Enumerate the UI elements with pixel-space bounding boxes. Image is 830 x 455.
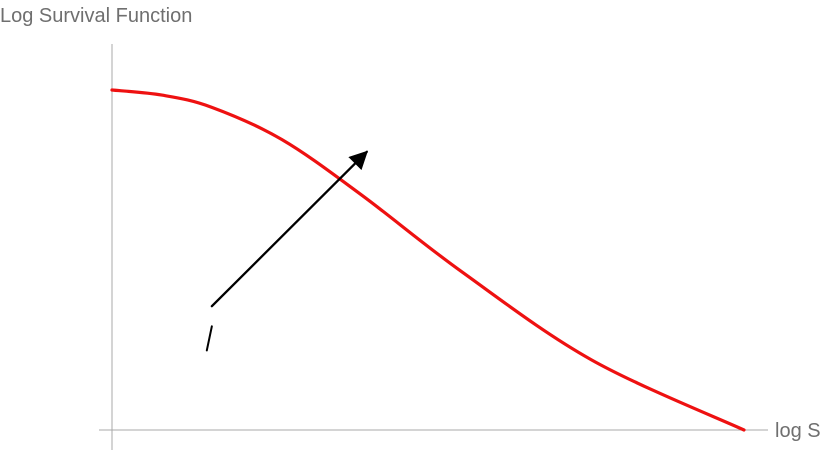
y-axis-label: Log Survival Function [0, 5, 192, 27]
annotation-layer [205, 150, 368, 352]
annotation-mark-2 [205, 325, 213, 352]
series-line-1 [110, 88, 746, 432]
annotation-arrow [210, 150, 368, 308]
axes-layer [99, 44, 768, 450]
series-layer [110, 88, 746, 432]
x-axis-label: log S [775, 420, 821, 442]
